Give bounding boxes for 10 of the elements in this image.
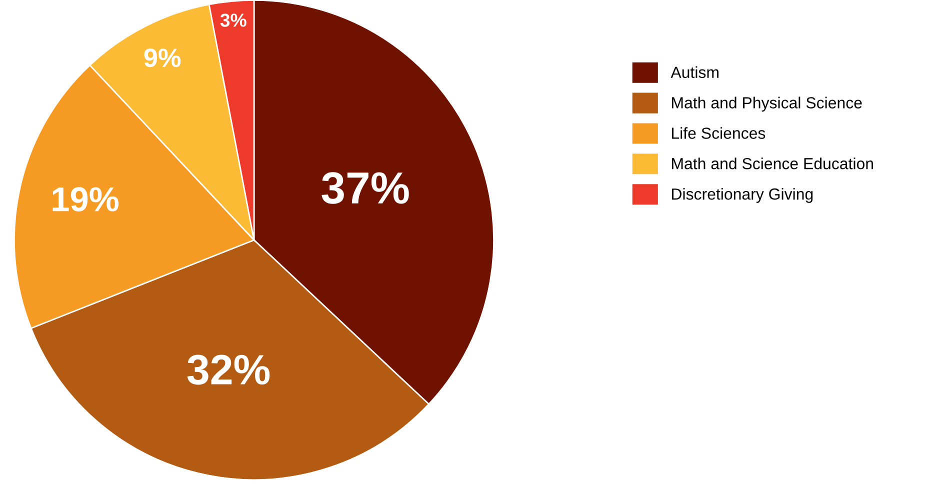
legend-label: Life Sciences bbox=[672, 127, 766, 139]
data-label: 37% bbox=[322, 172, 409, 204]
data-label: 19% bbox=[52, 187, 119, 212]
data-label: 3% bbox=[220, 14, 246, 27]
legend-label: Autism bbox=[670, 66, 718, 78]
legend-label: Discretionary Giving bbox=[672, 188, 813, 203]
legend-label: Math and Science Education bbox=[672, 158, 874, 170]
data-label: 9% bbox=[144, 48, 181, 68]
data-label: 32% bbox=[187, 354, 270, 385]
legend-label: Math and Physical Science bbox=[672, 96, 862, 112]
